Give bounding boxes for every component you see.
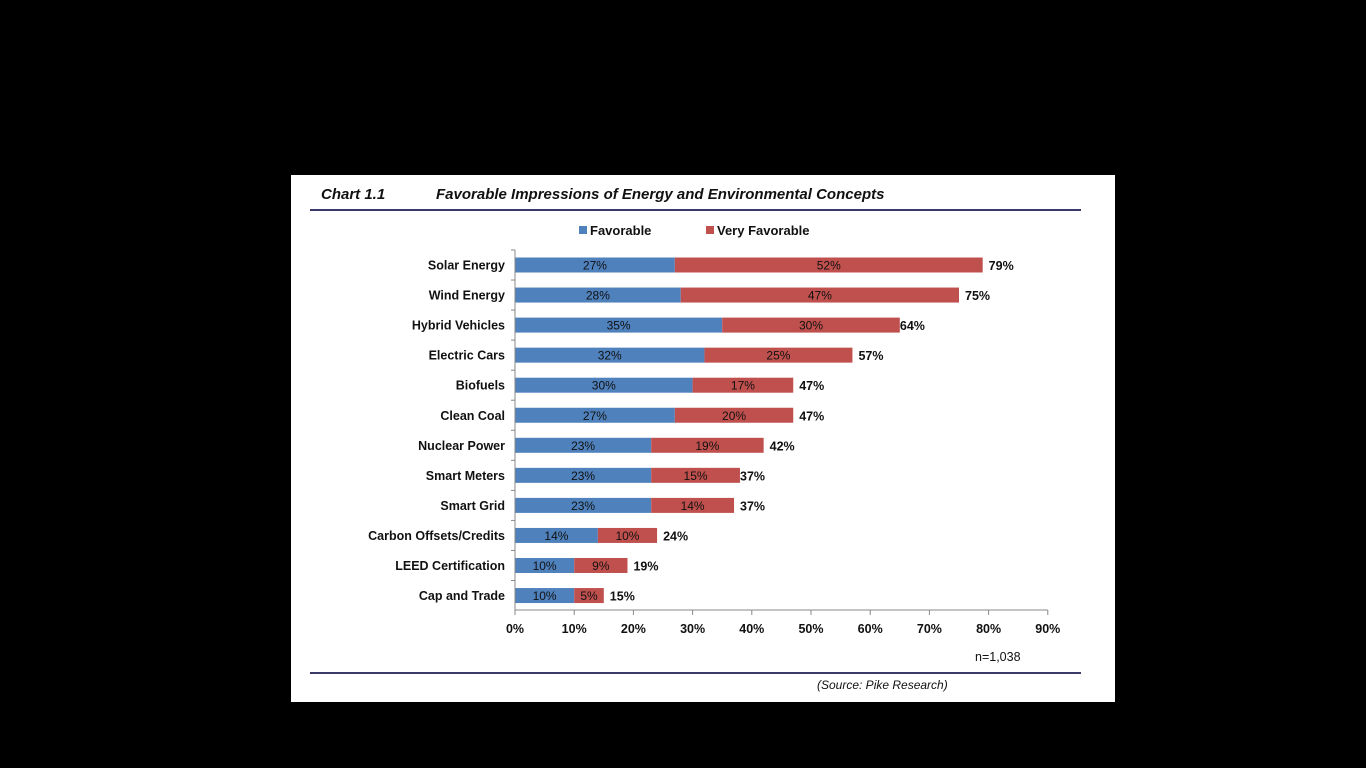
data-label: 14% (681, 499, 705, 513)
chart-title: Favorable Impressions of Energy and Envi… (436, 186, 885, 203)
data-label: 10% (533, 559, 557, 573)
bar-favorable (515, 558, 575, 573)
bar-very-favorable (674, 407, 794, 423)
chart-number: Chart 1.1 (321, 186, 386, 203)
x-tick-label: 60% (858, 622, 883, 636)
bottom-rule (310, 672, 1081, 674)
x-tick-label: 90% (1035, 622, 1060, 636)
bar-favorable (515, 317, 723, 333)
bars (515, 257, 983, 604)
data-label: 25% (766, 349, 790, 363)
data-label: 19% (695, 439, 719, 453)
data-label: 52% (817, 259, 841, 273)
data-label: 10% (533, 589, 557, 603)
data-label: 17% (731, 379, 755, 393)
axes: 0% 10% 20% 30% 40% 50% 60% 70% 80% 90% (506, 249, 1060, 636)
bar-very-favorable (674, 257, 983, 273)
data-label: 30% (592, 379, 616, 393)
data-label: 20% (722, 409, 746, 423)
bar-very-favorable (574, 558, 628, 573)
total-label: 47% (799, 379, 824, 393)
data-label: 32% (598, 349, 622, 363)
data-label: 28% (586, 289, 610, 303)
category-label: Wind Energy (429, 289, 505, 303)
chart-panel: Chart 1.1 Favorable Impressions of Energ… (291, 175, 1115, 702)
bar-favorable (515, 467, 652, 483)
total-label: 15% (610, 590, 635, 604)
total-label: 57% (858, 349, 883, 363)
data-label: 23% (571, 469, 595, 483)
bar-favorable (515, 347, 705, 363)
total-label: 64% (900, 319, 925, 333)
labels: Solar Energy 27% 52% 79% Wind Energy 28% 47% 75… (368, 259, 1014, 604)
data-label: 9% (592, 559, 610, 573)
stacked-bar-chart: Favorable Very Favorable 0% 10% 20% 30% 40% 50… (368, 223, 1060, 664)
data-label: 15% (684, 469, 708, 483)
bar-favorable (515, 437, 652, 453)
data-label: 23% (571, 439, 595, 453)
bar-favorable (515, 287, 681, 303)
x-tick-label: 70% (917, 622, 942, 636)
category-label: Hybrid Vehicles (412, 319, 505, 333)
data-label: 35% (607, 319, 631, 333)
sample-size-label: n=1,038 (975, 650, 1021, 664)
bar-very-favorable (651, 437, 764, 453)
bar-favorable (515, 497, 652, 513)
bar-very-favorable (704, 347, 853, 363)
bar-favorable (515, 527, 598, 543)
total-label: 47% (799, 409, 824, 423)
x-tick-label: 50% (798, 622, 823, 636)
x-tick-label: 40% (739, 622, 764, 636)
top-rule (310, 209, 1081, 211)
top-rule-tick (1072, 209, 1081, 211)
bar-very-favorable (680, 287, 959, 303)
category-label: LEED Certification (395, 559, 505, 573)
category-label: Carbon Offsets/Credits (368, 529, 505, 543)
bar-very-favorable (574, 588, 604, 604)
data-label: 10% (615, 529, 639, 543)
category-label: Electric Cars (429, 349, 505, 363)
total-label: 24% (663, 529, 688, 543)
total-label: 37% (740, 469, 765, 483)
legend-swatch-very-favorable (706, 226, 714, 234)
bar-very-favorable (651, 497, 735, 513)
category-label: Biofuels (456, 379, 505, 393)
bar-favorable (515, 257, 675, 273)
category-label: Nuclear Power (418, 439, 505, 453)
category-label: Smart Meters (426, 469, 505, 483)
legend: Favorable Very Favorable (579, 223, 810, 238)
total-label: 75% (965, 289, 990, 303)
category-label: Clean Coal (440, 409, 505, 423)
category-label: Smart Grid (440, 499, 505, 513)
category-label: Cap and Trade (419, 589, 505, 603)
data-label: 27% (583, 259, 607, 273)
data-label: 23% (571, 499, 595, 513)
bar-favorable (515, 407, 675, 423)
x-tick-label: 30% (680, 622, 705, 636)
category-label: Solar Energy (428, 259, 505, 273)
bar-very-favorable (722, 317, 900, 333)
total-label: 37% (740, 499, 765, 513)
legend-label: Very Favorable (717, 223, 810, 238)
bar-very-favorable (651, 467, 740, 483)
data-label: 14% (544, 529, 568, 543)
data-label: 5% (580, 589, 598, 603)
data-label: 30% (799, 319, 823, 333)
legend-swatch-favorable (579, 226, 587, 234)
data-label: 47% (808, 289, 832, 303)
legend-label: Favorable (590, 223, 651, 238)
data-label: 27% (583, 409, 607, 423)
x-tick-label: 20% (621, 622, 646, 636)
bar-favorable (515, 588, 575, 604)
x-tick-label: 10% (562, 622, 587, 636)
total-label: 42% (770, 439, 795, 453)
x-tick-label: 80% (976, 622, 1001, 636)
x-tick-label: 0% (506, 622, 524, 636)
bar-very-favorable (692, 377, 794, 393)
total-label: 79% (989, 259, 1014, 273)
bar-very-favorable (597, 527, 658, 543)
bar-favorable (515, 377, 693, 393)
source-note: (Source: Pike Research) (817, 678, 948, 692)
total-label: 19% (633, 560, 658, 574)
